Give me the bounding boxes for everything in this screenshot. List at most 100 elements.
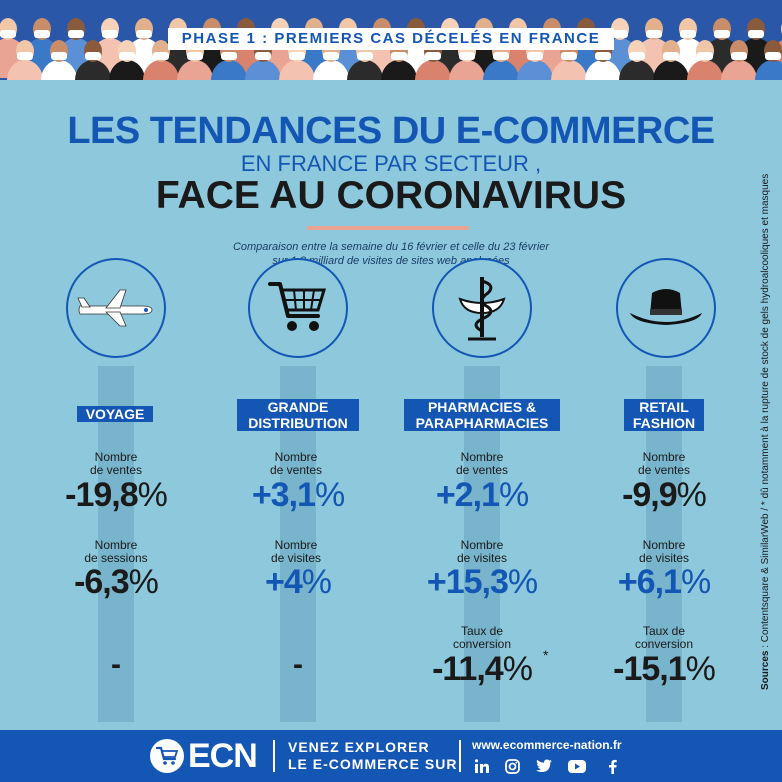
metric-label: Taux de conversion bbox=[402, 625, 562, 651]
metric-value: -9,9% bbox=[574, 476, 754, 515]
footer-cta-line: LE E-COMMERCE SUR bbox=[288, 756, 458, 772]
metric-label-line: Taux de bbox=[460, 624, 504, 638]
sources-text: : Contentsquare & SimilarWeb / * dû nota… bbox=[760, 173, 771, 651]
metric-value: -19,8% bbox=[26, 476, 206, 515]
pharmacy-caduceus-icon bbox=[458, 277, 506, 341]
metric-label: Nombre de visites bbox=[216, 539, 376, 565]
metric-label-line: Taux de bbox=[642, 624, 686, 638]
ecn-logo[interactable]: ECN bbox=[188, 737, 258, 775]
metric-number: +3,1 bbox=[251, 476, 316, 514]
footer-cta: VENEZ EXPLORER LE E-COMMERCE SUR bbox=[288, 739, 457, 773]
metric-value: +6,1% bbox=[574, 563, 754, 602]
metric-label: Nombre de ventes bbox=[216, 451, 376, 477]
phase-banner: PHASE 1 : PREMIERS CAS DÉCELÉS EN FRANCE bbox=[168, 28, 614, 50]
sector-icon-pharmacies bbox=[432, 258, 532, 358]
footer-cta-line: VENEZ EXPLORER bbox=[288, 739, 430, 755]
facebook-icon[interactable] bbox=[603, 757, 621, 775]
metric-label: Nombre de sessions bbox=[36, 539, 196, 565]
metric-label-line: de ventes bbox=[269, 463, 323, 477]
sector-icon-retail-fashion bbox=[616, 258, 716, 358]
shopping-cart-icon bbox=[268, 282, 327, 331]
sources-label: Sources bbox=[760, 650, 771, 690]
sector-label-pharmacies: PHARMACIES & PARAPHARMACIES bbox=[404, 399, 560, 431]
subtitle-line-2: sur 1,8 milliard de visites de sites web… bbox=[272, 255, 510, 267]
metric-value: -6,3% bbox=[26, 563, 206, 602]
title-line-2: EN FRANCE PAR SECTEUR , bbox=[240, 151, 542, 176]
title-line-1: LES TENDANCES DU E-COMMERCE bbox=[67, 110, 715, 152]
hat-icon bbox=[630, 289, 702, 325]
metric-percent: % bbox=[314, 476, 345, 514]
subtitle: Comparaison entre la semaine du 16 févri… bbox=[0, 240, 782, 268]
metric-percent: % bbox=[137, 476, 168, 514]
metric-label-line: de sessions bbox=[84, 551, 148, 565]
metric-value: +3,1% bbox=[208, 476, 388, 515]
metric-label-line: de ventes bbox=[89, 463, 143, 477]
metric-number: -9,9 bbox=[622, 476, 678, 514]
sector-label-line: DISTRIBUTION bbox=[248, 415, 348, 431]
metric-percent: % bbox=[301, 563, 332, 601]
phase-label: PHASE 1 bbox=[181, 30, 257, 47]
phase-text: : PREMIERS CAS DÉCELÉS EN FRANCE bbox=[256, 30, 601, 47]
crowd-illustration bbox=[0, 0, 782, 80]
footer-divider bbox=[459, 740, 461, 772]
cart-logo-icon[interactable] bbox=[150, 739, 184, 773]
metric-value: +4% bbox=[208, 563, 388, 602]
sector-label-retail-fashion: RETAIL FASHION bbox=[624, 399, 704, 431]
metric-label: Nombre de visites bbox=[584, 539, 744, 565]
metric-percent: % bbox=[502, 650, 533, 688]
metric-value: +2,1% bbox=[392, 476, 572, 515]
metric-label: Taux de conversion bbox=[584, 625, 744, 651]
metric-number: -19,8 bbox=[65, 476, 138, 514]
metric-label-line: Nombre bbox=[460, 538, 504, 552]
metric-label-line: de ventes bbox=[637, 463, 691, 477]
metric-number: +2,1 bbox=[435, 476, 500, 514]
metric-label: Nombre de visites bbox=[402, 539, 562, 565]
subtitle-line-1: Comparaison entre la semaine du 16 févri… bbox=[232, 241, 550, 253]
linkedin-icon[interactable] bbox=[473, 757, 491, 775]
metric-number: +4 bbox=[265, 563, 303, 601]
website-link[interactable]: www.ecommerce-nation.fr bbox=[472, 738, 622, 752]
metric-percent: % bbox=[676, 476, 707, 514]
sector-label-grande-distribution: GRANDE DISTRIBUTION bbox=[237, 399, 359, 431]
sector-label-line: VOYAGE bbox=[85, 406, 145, 422]
metric-number: +6,1 bbox=[617, 563, 682, 601]
metric-label-line: Nombre bbox=[274, 538, 318, 552]
metric-percent: % bbox=[507, 563, 538, 601]
youtube-icon[interactable] bbox=[568, 757, 586, 775]
sector-icon-grande-distribution bbox=[248, 258, 348, 358]
metric-label-line: Nombre bbox=[642, 450, 686, 464]
metric-number: -11,4 bbox=[432, 650, 504, 688]
metric-label-line: conversion bbox=[452, 637, 512, 651]
sector-label-line: RETAIL bbox=[639, 399, 689, 415]
sector-label-voyage: VOYAGE bbox=[77, 406, 153, 422]
metric-label-line: Nombre bbox=[460, 450, 504, 464]
sources-note: Sources : Contentsquare & SimilarWeb / *… bbox=[760, 174, 771, 690]
twitter-icon[interactable] bbox=[535, 757, 553, 775]
metric-label-line: de visites bbox=[638, 551, 690, 565]
footer-divider bbox=[273, 740, 275, 772]
metric-number: -15,1 bbox=[613, 650, 686, 688]
metric-percent: % bbox=[498, 476, 529, 514]
metric-label: Nombre de ventes bbox=[584, 451, 744, 477]
sector-label-line: FASHION bbox=[632, 415, 696, 431]
metric-label: Nombre de ventes bbox=[36, 451, 196, 477]
metric-label-line: de visites bbox=[456, 551, 508, 565]
metric-number: -6,3 bbox=[74, 563, 130, 601]
sector-label-line: PHARMACIES & bbox=[427, 399, 537, 415]
metric-label-line: de visites bbox=[270, 551, 322, 565]
metric-value: -11,4% bbox=[392, 650, 572, 689]
metric-label-line: Nombre bbox=[94, 450, 138, 464]
metric-label-line: Nombre bbox=[94, 538, 138, 552]
metric-empty-dash: - bbox=[293, 648, 303, 681]
metric-label-line: de ventes bbox=[455, 463, 509, 477]
airplane-icon bbox=[77, 289, 153, 327]
metric-number: +15,3 bbox=[426, 563, 509, 601]
sector-label-line: PARAPHARMACIES bbox=[415, 415, 549, 431]
sector-icon-voyage bbox=[66, 258, 166, 358]
metric-percent: % bbox=[128, 563, 159, 601]
instagram-icon[interactable] bbox=[503, 757, 521, 775]
metric-value: -15,1% bbox=[574, 650, 754, 689]
footer-bar: ECN VENEZ EXPLORER LE E-COMMERCE SUR www… bbox=[0, 730, 782, 782]
metric-value: +15,3% bbox=[392, 563, 572, 602]
footnote-asterisk: * bbox=[543, 647, 549, 663]
